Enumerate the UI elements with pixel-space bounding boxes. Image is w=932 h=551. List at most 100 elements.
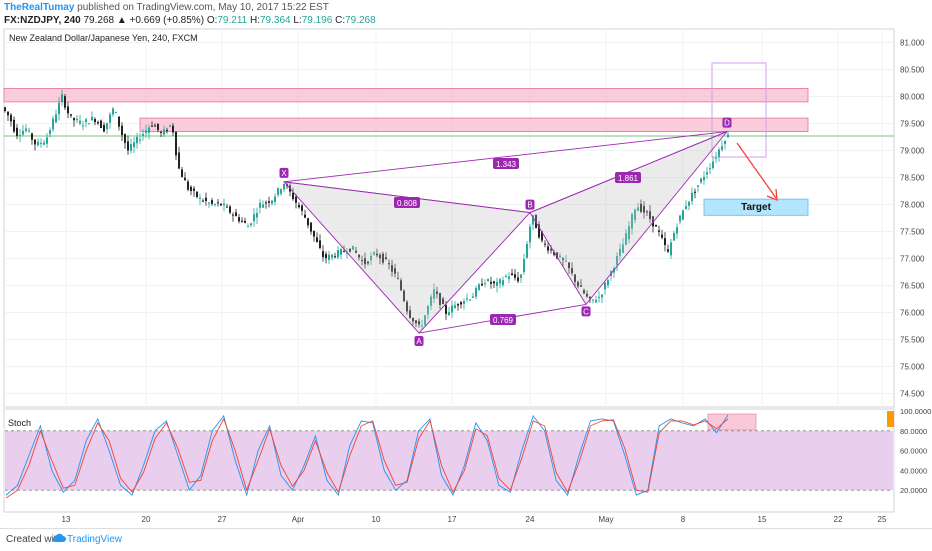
candle-body <box>460 302 462 305</box>
candle-body <box>391 265 393 272</box>
candle-body <box>439 293 441 305</box>
candle-body <box>655 225 657 227</box>
candle-body <box>100 120 102 129</box>
candle-body <box>229 206 231 213</box>
candle-body <box>73 117 75 121</box>
candle-body <box>322 251 324 258</box>
candle-body <box>388 263 390 265</box>
candle-body <box>442 298 444 304</box>
candle-body <box>457 304 459 306</box>
candle-body <box>484 283 486 285</box>
candle-body <box>136 136 138 144</box>
created-with-text: Created with <box>6 534 63 545</box>
tradingview-link[interactable]: TradingView <box>67 534 123 545</box>
candle-body <box>685 206 687 209</box>
candle-body <box>523 259 525 272</box>
candle-body <box>190 186 192 192</box>
candle-body <box>121 125 123 136</box>
candle-body <box>19 135 21 137</box>
candle-body <box>22 130 24 135</box>
candle-body <box>508 276 510 279</box>
candle-body <box>265 202 267 204</box>
x-tick-label: 27 <box>218 515 227 524</box>
candle-body <box>580 285 582 287</box>
candle-body <box>562 258 564 260</box>
candle-body <box>415 320 417 324</box>
ratio-badge <box>394 197 420 208</box>
y-tick-label: 80.500 <box>900 66 925 75</box>
candle-body <box>436 291 438 294</box>
candle-body <box>379 254 381 259</box>
candle-body <box>445 305 447 314</box>
candle-body <box>640 203 642 212</box>
candle-body <box>103 124 105 132</box>
candle-body <box>97 122 99 124</box>
candle-body <box>433 289 435 299</box>
x-tick-label: 10 <box>372 515 381 524</box>
candle-body <box>370 255 372 261</box>
low-label: L: <box>293 15 302 26</box>
candle-body <box>499 279 501 284</box>
x-tick-label: 24 <box>526 515 535 524</box>
candle-body <box>496 281 498 287</box>
candle-body <box>154 125 156 127</box>
stoch-d-line <box>5 417 729 499</box>
candle-body <box>373 252 375 255</box>
candle-body <box>130 144 132 151</box>
candle-body <box>598 296 600 298</box>
pattern-point-label: B <box>527 201 532 210</box>
x-tick-label: 22 <box>834 515 843 524</box>
candle-body <box>10 114 12 122</box>
candle-body <box>199 197 201 199</box>
close-value: 79.268 <box>345 15 376 26</box>
candle-body <box>418 321 420 325</box>
candle-body <box>37 141 39 146</box>
candle-body <box>142 133 144 136</box>
candle-body <box>676 227 678 234</box>
stoch-band <box>5 430 893 491</box>
x-tick-label: 13 <box>62 515 71 524</box>
chart-title: New Zealand Dollar/Japanese Yen, 240, FX… <box>9 33 198 43</box>
candle-body <box>250 223 252 226</box>
candle-body <box>244 220 246 223</box>
candle-body <box>487 279 489 282</box>
pattern-point-label: A <box>416 337 422 346</box>
candle-body <box>472 296 474 298</box>
candle-body <box>571 268 573 274</box>
down-arrow-icon <box>736 142 777 199</box>
candle-body <box>490 281 492 284</box>
candle-body <box>364 258 366 265</box>
prz-box <box>711 62 767 158</box>
candle-body <box>547 246 549 251</box>
pattern-point-badge <box>581 306 591 317</box>
candle-body <box>88 123 90 125</box>
candle-body <box>313 230 315 237</box>
candle-body <box>502 280 504 285</box>
candle-body <box>217 202 219 204</box>
candle-body <box>253 214 255 222</box>
y-tick-label: 80.000 <box>900 93 925 102</box>
candle-body <box>706 172 708 175</box>
candle-body <box>577 281 579 287</box>
author-link[interactable]: TheRealTumay <box>4 2 75 13</box>
candle-body <box>691 192 693 202</box>
arrow-head-icon <box>766 188 778 201</box>
candle-body <box>514 274 516 278</box>
y-tick-label: 77.000 <box>900 255 925 264</box>
quote-line: FX:NZDJPY, 240 79.268 ▲ +0.669 (+0.85%) … <box>4 15 376 26</box>
candle-body <box>406 301 408 312</box>
candle-body <box>340 249 342 255</box>
y-tick-label: 75.500 <box>900 336 925 345</box>
candle-body <box>604 282 606 290</box>
candle-body <box>619 248 621 256</box>
candle-body <box>178 152 180 169</box>
candle-body <box>721 146 723 150</box>
y-tick-label: 75.000 <box>900 363 925 372</box>
candle-body <box>517 277 519 282</box>
candle-body <box>49 130 51 135</box>
candle-body <box>667 249 669 252</box>
y-tick-label: 76.500 <box>900 282 925 291</box>
candle-body <box>145 130 147 134</box>
candle-body <box>16 127 18 136</box>
y-tick-label: 81.000 <box>900 39 925 48</box>
